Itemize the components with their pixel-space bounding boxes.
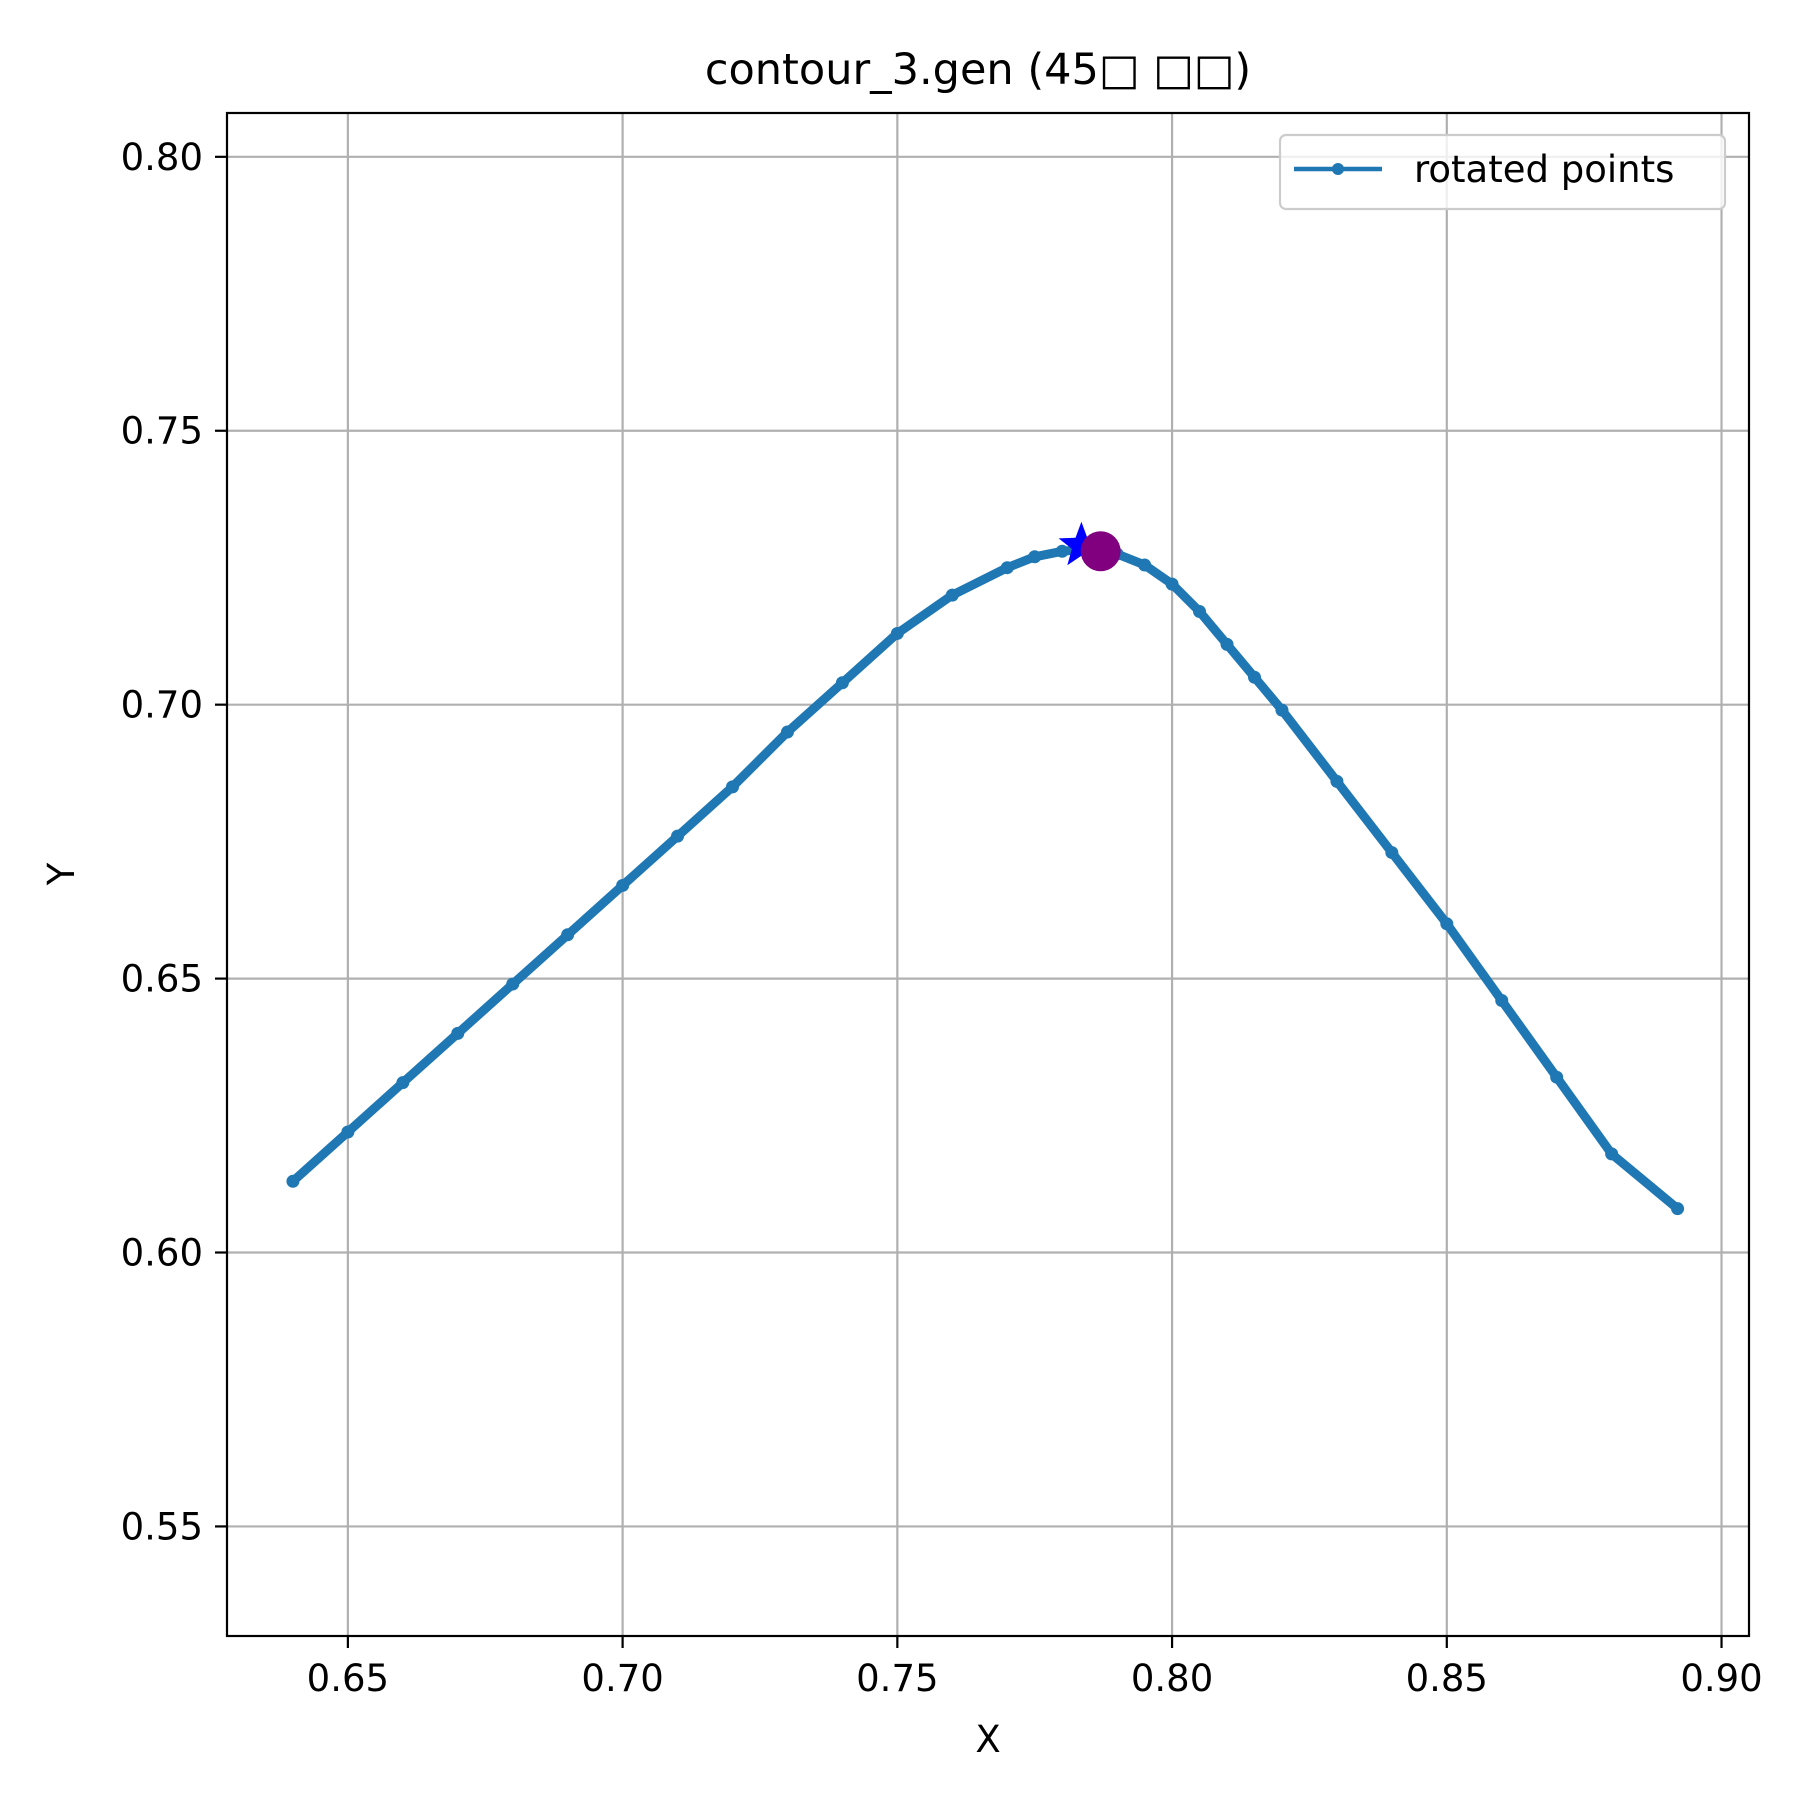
star-marker [1058, 521, 1105, 566]
data-point [1193, 605, 1207, 619]
y-tick-label: 0.65 [121, 958, 203, 1001]
x-tick-label: 0.75 [856, 1657, 938, 1700]
data-point [1028, 550, 1042, 564]
y-tick-label: 0.75 [121, 410, 203, 453]
data-point [396, 1076, 410, 1090]
data-point [616, 878, 630, 892]
data-point [1550, 1070, 1564, 1084]
x-tick-label: 0.70 [581, 1657, 663, 1700]
legend-label-rotated-points: rotated points [1414, 148, 1674, 191]
data-point [286, 1174, 300, 1188]
legend-point-swatch [1332, 163, 1344, 175]
data-point [945, 588, 959, 602]
x-tick-label: 0.80 [1131, 1657, 1213, 1700]
data-point [890, 626, 904, 640]
y-tick-label: 0.80 [121, 136, 203, 179]
data-point [1275, 703, 1289, 717]
axes-frame [225, 111, 1751, 1638]
data-point [1330, 774, 1344, 788]
data-point [726, 780, 740, 794]
chart-title: contour_3.gen (45□ □□) [705, 45, 1251, 95]
x-tick-label: 0.90 [1680, 1657, 1762, 1700]
ticks: 0.65 0.70 0.75 0.80 0.85 0.90 0.55 0.60 0.65 0.70… [121, 136, 1763, 1700]
data-point [671, 829, 685, 843]
data-point [1055, 544, 1069, 558]
data-point [1605, 1147, 1619, 1161]
grid [227, 113, 1749, 1636]
data-point [1000, 561, 1014, 575]
data-point [506, 977, 520, 991]
data-point [1220, 637, 1234, 651]
legend: rotated points [1278, 133, 1727, 211]
circle-marker [1080, 531, 1121, 572]
y-tick-label: 0.70 [121, 684, 203, 727]
data-point [561, 928, 575, 942]
y-axis-label: Y [40, 862, 83, 886]
x-axis-label: X [975, 1718, 1000, 1761]
data-point [451, 1026, 465, 1040]
data-point [1385, 846, 1399, 860]
y-tick-label: 0.60 [121, 1232, 203, 1275]
data-point [1138, 558, 1152, 572]
plot-area [286, 521, 1685, 1216]
x-tick-label: 0.65 [307, 1657, 389, 1700]
data-point [780, 725, 794, 739]
data-point [1671, 1202, 1685, 1216]
data-point [835, 676, 849, 690]
x-tick-label: 0.85 [1406, 1657, 1488, 1700]
data-point [1247, 670, 1261, 684]
legend-box [1278, 133, 1727, 211]
y-tick-label: 0.55 [121, 1505, 203, 1548]
data-point [1440, 917, 1454, 931]
data-point [1165, 577, 1179, 591]
data-point [341, 1125, 355, 1139]
data-point [1495, 994, 1509, 1008]
